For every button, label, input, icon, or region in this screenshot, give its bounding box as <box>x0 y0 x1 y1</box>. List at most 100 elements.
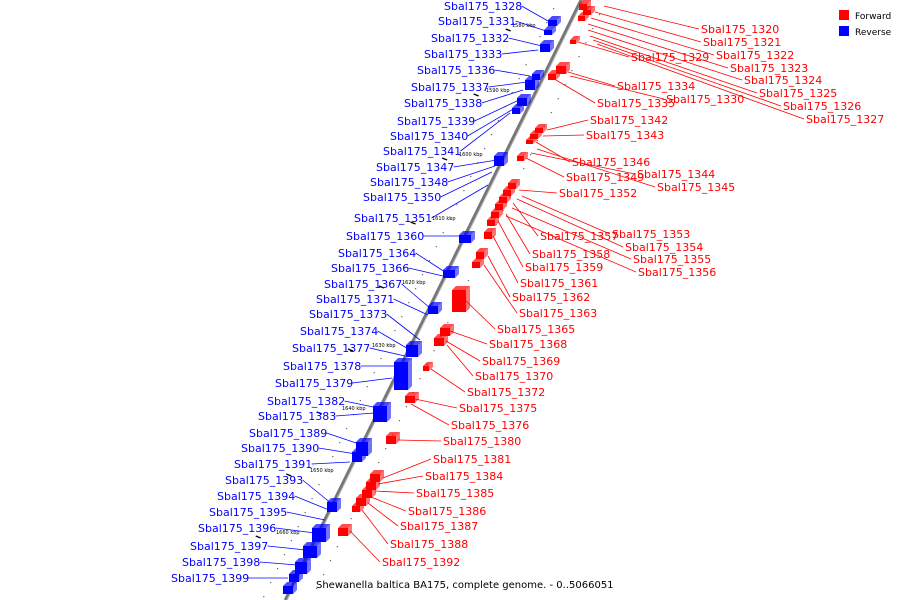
forward-gene-label[interactable]: Sbal175_1343 <box>586 129 664 142</box>
forward-gene-label[interactable]: Sbal175_1330 <box>666 93 744 106</box>
reverse-gene-label[interactable]: Sbal175_1350 <box>363 191 441 204</box>
reverse-gene-label[interactable]: Sbal175_1379 <box>275 377 353 390</box>
forward-gene-label[interactable]: Sbal175_1386 <box>408 505 486 518</box>
forward-gene-label[interactable]: Sbal175_1365 <box>497 323 575 336</box>
forward-gene-block[interactable] <box>495 200 507 210</box>
forward-gene-block[interactable] <box>484 228 496 239</box>
reverse-gene-block[interactable] <box>540 40 554 52</box>
reverse-gene-block[interactable] <box>406 341 422 357</box>
forward-gene-block[interactable] <box>472 258 484 268</box>
reverse-gene-label[interactable]: Sbal175_1399 <box>171 572 249 585</box>
reverse-gene-label[interactable]: Sbal175_1395 <box>209 506 287 519</box>
reverse-gene-block[interactable] <box>443 266 459 278</box>
reverse-gene-label[interactable]: Sbal175_1398 <box>182 556 260 569</box>
forward-gene-label[interactable]: Sbal175_1323 <box>730 62 808 75</box>
reverse-gene-label[interactable]: Sbal175_1382 <box>267 395 345 408</box>
forward-gene-label[interactable]: Sbal175_1326 <box>783 100 861 113</box>
reverse-gene-label[interactable]: Sbal175_1364 <box>338 247 416 260</box>
reverse-gene-label[interactable]: Sbal175_1378 <box>283 360 361 373</box>
forward-gene-label[interactable]: Sbal175_1372 <box>467 386 545 399</box>
forward-gene-block[interactable] <box>452 286 470 312</box>
forward-gene-label[interactable]: Sbal175_1327 <box>806 113 884 126</box>
reverse-gene-label[interactable]: Sbal175_1331 <box>438 15 516 28</box>
reverse-gene-block[interactable] <box>303 542 321 558</box>
reverse-gene-label[interactable]: Sbal175_1367 <box>324 278 402 291</box>
forward-gene-label[interactable]: Sbal175_1375 <box>459 402 537 415</box>
forward-gene-label[interactable]: Sbal175_1359 <box>525 261 603 274</box>
forward-gene-label[interactable]: Sbal175_1321 <box>703 36 781 49</box>
forward-gene-block[interactable] <box>556 62 570 74</box>
forward-gene-label[interactable]: Sbal175_1344 <box>637 168 715 181</box>
forward-gene-label[interactable]: Sbal175_1352 <box>559 187 637 200</box>
forward-gene-block[interactable] <box>570 36 580 44</box>
reverse-gene-label[interactable]: Sbal175_1389 <box>249 427 327 440</box>
forward-gene-label[interactable]: Sbal175_1384 <box>425 470 503 483</box>
reverse-gene-block[interactable] <box>544 26 556 35</box>
forward-gene-label[interactable]: Sbal175_1361 <box>520 277 598 290</box>
reverse-gene-label[interactable]: Sbal175_1348 <box>370 176 448 189</box>
reverse-gene-label[interactable]: Sbal175_1347 <box>376 161 454 174</box>
forward-gene-block[interactable] <box>352 502 364 512</box>
forward-gene-label[interactable]: Sbal175_1345 <box>657 181 735 194</box>
forward-gene-block[interactable] <box>517 152 528 161</box>
forward-gene-label[interactable]: Sbal175_1381 <box>433 453 511 466</box>
forward-gene-label[interactable]: Sbal175_1322 <box>716 49 794 62</box>
reverse-gene-label[interactable]: Sbal175_1383 <box>258 410 336 423</box>
reverse-gene-label[interactable]: Sbal175_1351 <box>354 212 432 225</box>
forward-gene-label[interactable]: Sbal175_1369 <box>482 355 560 368</box>
reverse-gene-label[interactable]: Sbal175_1397 <box>190 540 268 553</box>
forward-gene-label[interactable]: Sbal175_1363 <box>519 307 597 320</box>
forward-gene-block[interactable] <box>405 392 419 403</box>
reverse-gene-block[interactable] <box>459 231 475 243</box>
reverse-gene-label[interactable]: Sbal175_1374 <box>300 325 378 338</box>
reverse-gene-label[interactable]: Sbal175_1328 <box>444 0 522 13</box>
forward-gene-block[interactable] <box>386 432 400 444</box>
reverse-gene-label[interactable]: Sbal175_1373 <box>309 308 387 321</box>
reverse-gene-block[interactable] <box>394 358 412 390</box>
reverse-gene-block[interactable] <box>548 16 561 26</box>
forward-gene-label[interactable]: Sbal175_1362 <box>512 291 590 304</box>
reverse-gene-block[interactable] <box>525 76 539 90</box>
forward-gene-label[interactable]: Sbal175_1354 <box>625 241 703 254</box>
forward-gene-label[interactable]: Sbal175_1325 <box>759 87 837 100</box>
forward-gene-block[interactable] <box>578 12 589 21</box>
forward-gene-label[interactable]: Sbal175_1380 <box>443 435 521 448</box>
forward-gene-label[interactable]: Sbal175_1357 <box>540 230 618 243</box>
reverse-gene-block[interactable] <box>512 104 524 114</box>
reverse-gene-label[interactable]: Sbal175_1338 <box>404 97 482 110</box>
reverse-gene-label[interactable]: Sbal175_1377 <box>292 342 370 355</box>
forward-gene-label[interactable]: Sbal175_1385 <box>416 487 494 500</box>
forward-gene-label[interactable]: Sbal175_1356 <box>638 266 716 279</box>
forward-gene-label[interactable]: Sbal175_1376 <box>451 419 529 432</box>
forward-gene-block[interactable] <box>548 70 560 80</box>
reverse-gene-label[interactable]: Sbal175_1337 <box>411 81 489 94</box>
reverse-gene-label[interactable]: Sbal175_1366 <box>331 262 409 275</box>
forward-gene-block[interactable] <box>476 248 488 259</box>
forward-gene-label[interactable]: Sbal175_1335 <box>597 97 675 110</box>
forward-gene-label[interactable]: Sbal175_1329 <box>631 51 709 64</box>
reverse-gene-block[interactable] <box>517 94 531 106</box>
reverse-gene-label[interactable]: Sbal175_1360 <box>346 230 424 243</box>
reverse-gene-label[interactable]: Sbal175_1391 <box>234 458 312 471</box>
reverse-gene-block[interactable] <box>312 524 330 542</box>
reverse-gene-label[interactable]: Sbal175_1339 <box>397 115 475 128</box>
reverse-gene-label[interactable]: Sbal175_1336 <box>417 64 495 77</box>
reverse-gene-block[interactable] <box>289 570 303 582</box>
forward-gene-block[interactable] <box>338 524 352 536</box>
forward-gene-block[interactable] <box>487 216 499 226</box>
reverse-gene-block[interactable] <box>295 558 311 574</box>
forward-gene-label[interactable]: Sbal175_1368 <box>489 338 567 351</box>
reverse-gene-label[interactable]: Sbal175_1333 <box>424 48 502 61</box>
reverse-gene-label[interactable]: Sbal175_1332 <box>431 32 509 45</box>
reverse-gene-block[interactable] <box>494 152 508 166</box>
forward-gene-block[interactable] <box>526 136 537 144</box>
reverse-gene-block[interactable] <box>352 448 366 462</box>
forward-gene-block[interactable] <box>434 334 448 346</box>
reverse-gene-label[interactable]: Sbal175_1371 <box>316 293 394 306</box>
reverse-gene-label[interactable]: Sbal175_1393 <box>225 474 303 487</box>
forward-gene-label[interactable]: Sbal175_1392 <box>382 556 460 569</box>
reverse-gene-block[interactable] <box>428 302 442 314</box>
gene-labels[interactable]: Sbal175_1320Sbal175_1321Sbal175_1322Sbal… <box>171 0 884 585</box>
forward-gene-label[interactable]: Sbal175_1349 <box>566 171 644 184</box>
forward-gene-block[interactable] <box>491 208 503 218</box>
